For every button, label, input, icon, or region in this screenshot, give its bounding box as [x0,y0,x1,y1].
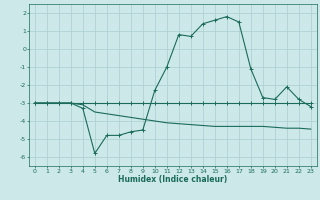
X-axis label: Humidex (Indice chaleur): Humidex (Indice chaleur) [118,175,228,184]
